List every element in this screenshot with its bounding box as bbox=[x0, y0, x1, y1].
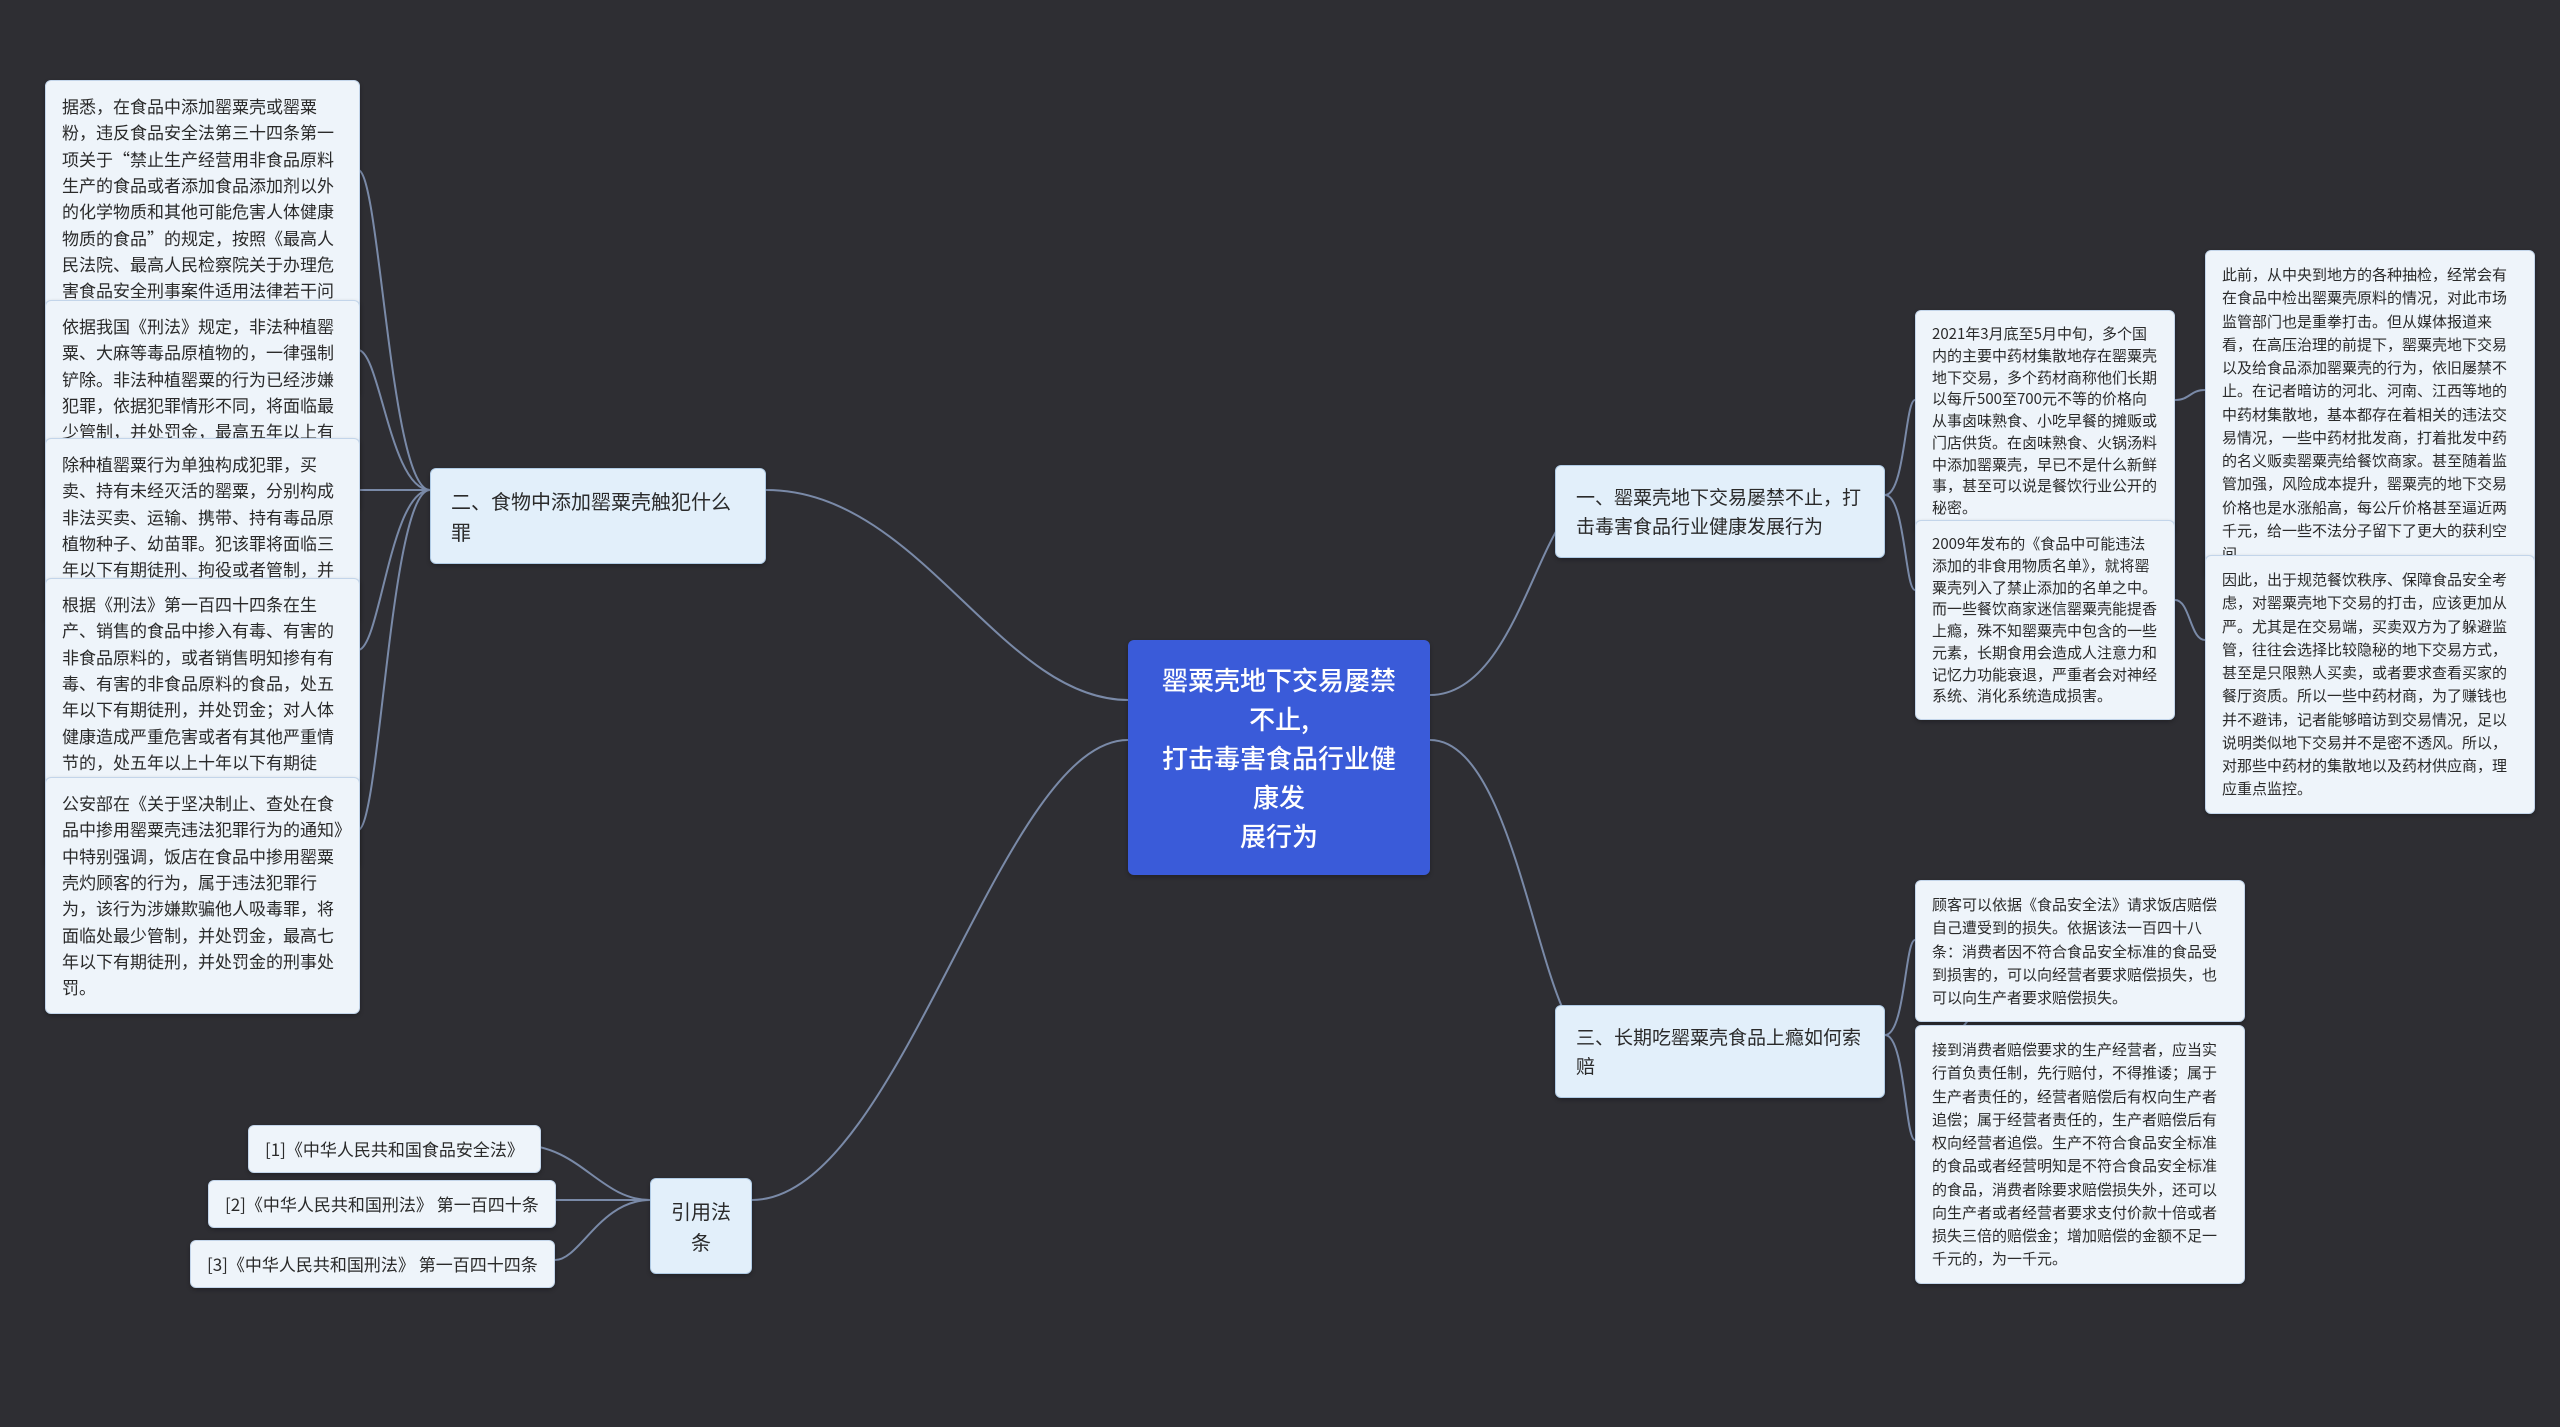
branch-law[interactable]: 引用法条 bbox=[650, 1178, 752, 1274]
leaf-text: 顾客可以依据《食品安全法》请求饭店赔偿自己遭受到的损失。依据该法一百四十八条：消… bbox=[1932, 894, 2217, 1008]
center-label: 罂粟壳地下交易屡禁不止,打击毒害食品行业健康发展行为 bbox=[1162, 661, 1396, 854]
branch-2-leaf-4[interactable]: 公安部在《关于坚决制止、查处在食品中掺用罂粟壳违法犯罪行为的通知》中特别强调，饭… bbox=[45, 777, 360, 1014]
leaf-text: 接到消费者赔偿要求的生产经营者，应当实行首负责任制，先行赔付，不得推诿；属于生产… bbox=[1932, 1039, 2217, 1269]
branch-law-label: 引用法条 bbox=[671, 1196, 731, 1256]
law-leaf-2[interactable]: [3]《中华人民共和国刑法》 第一百四十四条 bbox=[190, 1240, 555, 1288]
leaf-text: [2]《中华人民共和国刑法》 第一百四十条 bbox=[225, 1191, 539, 1216]
law-leaf-0[interactable]: [1]《中华人民共和国食品安全法》 bbox=[248, 1125, 541, 1173]
leaf-text: 此前，从中央到地方的各种抽检，经常会有在食品中检出罂粟壳原料的情况，对此市场监管… bbox=[2222, 264, 2507, 564]
leaf-text: 2021年3月底至5月中旬，多个国内的主要中药材集散地存在罂粟壳地下交易，多个药… bbox=[1932, 323, 2157, 518]
leaf-text: 公安部在《关于坚决制止、查处在食品中掺用罂粟壳违法犯罪行为的通知》中特别强调，饭… bbox=[62, 790, 343, 999]
leaf-text: [3]《中华人民共和国刑法》 第一百四十四条 bbox=[207, 1251, 538, 1276]
leaf-text: [1]《中华人民共和国食品安全法》 bbox=[265, 1136, 524, 1161]
branch-3-leaf-1[interactable]: 接到消费者赔偿要求的生产经营者，应当实行首负责任制，先行赔付，不得推诿；属于生产… bbox=[1915, 1025, 2245, 1284]
branch-1[interactable]: 一、罂粟壳地下交易屡禁不止，打击毒害食品行业健康发展行为 bbox=[1555, 465, 1885, 558]
branch-1-detail-0[interactable]: 此前，从中央到地方的各种抽检，经常会有在食品中检出罂粟壳原料的情况，对此市场监管… bbox=[2205, 250, 2535, 578]
branch-2-label: 二、食物中添加罂粟壳触犯什么罪 bbox=[451, 486, 731, 546]
branch-1-detail-1[interactable]: 因此，出于规范餐饮秩序、保障食品安全考虑，对罂粟壳地下交易的打击，应该更加从严。… bbox=[2205, 555, 2535, 814]
leaf-text: 2009年发布的《食品中可能违法添加的非食用物质名单》，就将罂粟壳列入了禁止添加… bbox=[1932, 533, 2157, 706]
leaf-text: 因此，出于规范餐饮秩序、保障食品安全考虑，对罂粟壳地下交易的打击，应该更加从严。… bbox=[2222, 569, 2507, 799]
branch-3[interactable]: 三、长期吃罂粟壳食品上瘾如何索赔 bbox=[1555, 1005, 1885, 1098]
center-topic[interactable]: 罂粟壳地下交易屡禁不止,打击毒害食品行业健康发展行为 bbox=[1128, 640, 1430, 875]
branch-3-leaf-0[interactable]: 顾客可以依据《食品安全法》请求饭店赔偿自己遭受到的损失。依据该法一百四十八条：消… bbox=[1915, 880, 2245, 1022]
branch-1-label: 一、罂粟壳地下交易屡禁不止，打击毒害食品行业健康发展行为 bbox=[1576, 483, 1861, 539]
law-leaf-1[interactable]: [2]《中华人民共和国刑法》 第一百四十条 bbox=[208, 1180, 556, 1228]
branch-3-label: 三、长期吃罂粟壳食品上瘾如何索赔 bbox=[1576, 1023, 1861, 1079]
branch-2[interactable]: 二、食物中添加罂粟壳触犯什么罪 bbox=[430, 468, 766, 564]
branch-1-leaf-0[interactable]: 2021年3月底至5月中旬，多个国内的主要中药材集散地存在罂粟壳地下交易，多个药… bbox=[1915, 310, 2175, 532]
branch-1-leaf-1[interactable]: 2009年发布的《食品中可能违法添加的非食用物质名单》，就将罂粟壳列入了禁止添加… bbox=[1915, 520, 2175, 720]
